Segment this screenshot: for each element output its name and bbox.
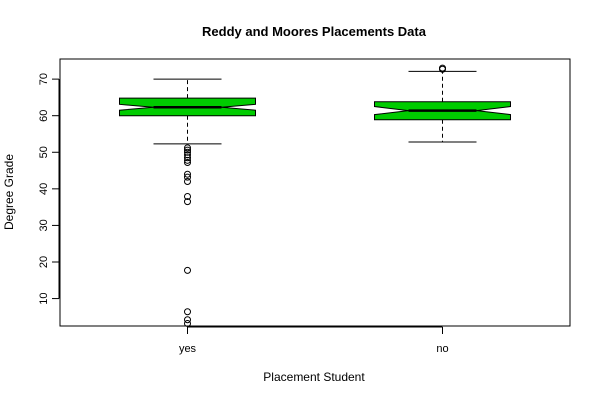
box-yes (119, 78, 256, 327)
outlier-point (184, 266, 191, 274)
y-tick-label: 30 (38, 219, 50, 231)
outlier-point (439, 64, 446, 72)
y-tick-label: 20 (38, 256, 50, 268)
outlier-point (184, 148, 191, 156)
outlier-point (184, 173, 191, 181)
outlier-point (184, 159, 191, 167)
y-tick-label: 70 (38, 73, 50, 85)
y-tick-label: 10 (38, 292, 50, 304)
plot-frame (59, 58, 571, 327)
boxes-group (119, 64, 511, 327)
y-axis-label: Degree Grade (2, 154, 16, 230)
outlier-point (184, 170, 191, 178)
y-axis: 10 20 30 40 50 60 70 (38, 73, 60, 305)
y-tick-label: 50 (38, 146, 50, 158)
outlier-point (184, 319, 191, 327)
outlier-point (184, 308, 191, 316)
outlier-point (184, 178, 191, 186)
x-axis-label: Placement Student (263, 370, 365, 384)
chart-title: Reddy and Moores Placements Data (202, 24, 427, 39)
outlier-point (184, 193, 191, 201)
x-tick-label: no (436, 343, 448, 355)
outlier-point (184, 154, 191, 162)
outlier-point (184, 144, 191, 152)
box-no (374, 64, 511, 143)
y-tick-label: 60 (38, 110, 50, 122)
outlier-point (184, 146, 191, 154)
y-tick-label: 40 (38, 183, 50, 195)
x-tick-label: yes (179, 343, 197, 355)
outlier-point (184, 151, 191, 159)
x-axis: yes no (179, 326, 449, 355)
outlier-point (184, 198, 191, 206)
outlier-point (184, 316, 191, 324)
outlier-point (184, 156, 191, 164)
